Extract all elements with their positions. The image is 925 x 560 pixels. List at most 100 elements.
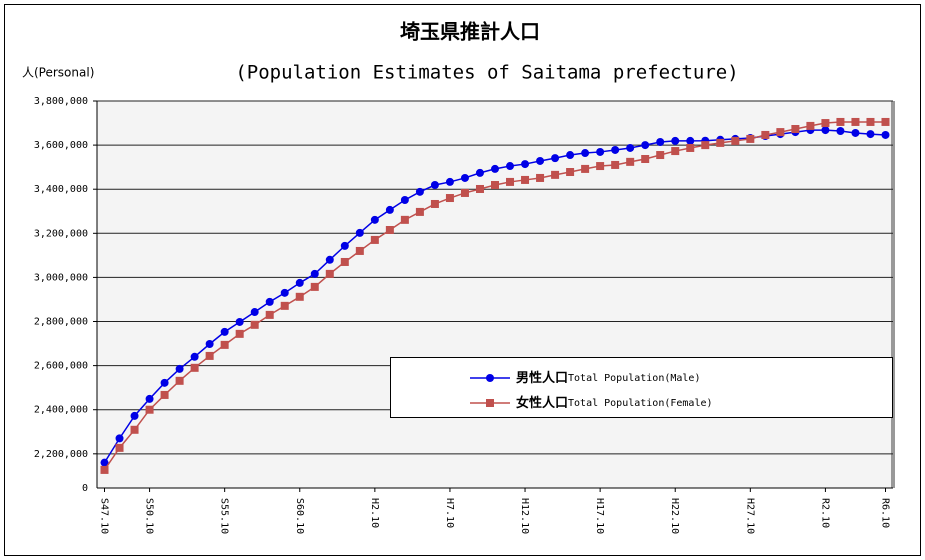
point: [310, 269, 319, 278]
point: [145, 405, 154, 414]
point: [836, 126, 845, 135]
point: [551, 170, 560, 179]
point: [250, 320, 259, 329]
y-tick-label: 2,200,000: [34, 449, 88, 460]
point: [551, 154, 560, 163]
legend-label: 男性人口Total Population(Male): [516, 370, 700, 386]
point: [881, 117, 890, 126]
point: [596, 147, 605, 156]
point: [445, 177, 454, 186]
point: [400, 215, 409, 224]
point: [851, 128, 860, 137]
point: [370, 215, 379, 224]
point: [220, 327, 229, 336]
y-tick-label: 3,400,000: [34, 184, 88, 195]
x-tick-label: H2.10: [369, 498, 380, 528]
legend-name-en: Total Population(Male): [568, 373, 700, 384]
legend-box: [390, 357, 893, 418]
point: [130, 411, 139, 420]
point: [415, 187, 424, 196]
point: [100, 465, 109, 474]
x-tick-label: H22.10: [669, 498, 680, 534]
point: [626, 157, 635, 166]
point: [536, 173, 545, 182]
point: [475, 168, 484, 177]
chart-subtitle: (Population Estimates of Saitama prefect…: [235, 62, 738, 84]
point: [521, 160, 530, 169]
plot-area: [97, 101, 893, 488]
y-tick-label: 3,000,000: [34, 272, 88, 283]
point: [175, 364, 184, 373]
point: [581, 164, 590, 173]
point: [611, 145, 620, 154]
chart-title: 埼玉県推計人口: [400, 20, 540, 44]
point: [806, 121, 815, 130]
point: [355, 228, 364, 237]
point: [506, 177, 515, 186]
point: [280, 288, 289, 297]
point: [355, 246, 364, 255]
legend-marker: [486, 399, 494, 407]
point: [656, 138, 665, 147]
point: [641, 154, 650, 163]
x-tick-label: S55.10: [219, 498, 230, 534]
point: [596, 162, 605, 171]
point: [701, 141, 710, 150]
point: [656, 151, 665, 160]
y-tick-label: 3,800,000: [34, 96, 88, 107]
point: [611, 160, 620, 169]
point: [205, 340, 214, 349]
y-tick-label: 3,600,000: [34, 140, 88, 151]
point: [460, 173, 469, 182]
x-tick-label: S50.10: [144, 498, 155, 534]
point: [866, 117, 875, 126]
point: [280, 301, 289, 310]
point: [235, 329, 244, 338]
x-tick-label: R2.10: [819, 498, 830, 528]
point: [491, 181, 499, 190]
point: [295, 292, 304, 301]
legend-name: 男性人口: [516, 370, 568, 386]
y-tick-label: 3,200,000: [34, 228, 88, 239]
point: [205, 351, 214, 360]
point: [881, 130, 890, 139]
legend-name: 女性人口: [516, 395, 568, 411]
point: [641, 141, 650, 150]
point: [265, 297, 274, 306]
point: [160, 378, 169, 387]
point: [235, 317, 244, 326]
point: [130, 425, 139, 434]
point: [521, 175, 530, 184]
y-tick-label: 2,800,000: [34, 317, 88, 328]
point: [190, 352, 199, 361]
point: [851, 117, 860, 126]
point: [821, 119, 830, 128]
point: [460, 188, 469, 197]
point: [430, 199, 439, 208]
point: [731, 136, 740, 145]
point: [491, 164, 499, 173]
point: [400, 196, 409, 205]
point: [190, 363, 199, 372]
point: [686, 136, 695, 145]
point: [566, 168, 575, 177]
legend-label: 女性人口Total Population(Female): [516, 395, 713, 411]
point: [566, 151, 575, 160]
point: [325, 269, 334, 278]
point: [671, 147, 680, 156]
point: [370, 235, 379, 244]
point: [385, 205, 394, 214]
point: [175, 376, 184, 385]
point: [445, 194, 454, 203]
y-tick-label: 2,600,000: [34, 361, 88, 372]
point: [115, 434, 124, 443]
legend-name-en: Total Population(Female): [568, 398, 713, 409]
point: [536, 156, 545, 165]
x-tick-label: R6.10: [879, 498, 890, 528]
point: [265, 310, 274, 319]
axis-break-label: 0: [82, 483, 88, 494]
point: [220, 340, 229, 349]
y-tick-label: 2,400,000: [34, 405, 88, 416]
legend-marker: [486, 374, 494, 382]
point: [506, 162, 515, 171]
